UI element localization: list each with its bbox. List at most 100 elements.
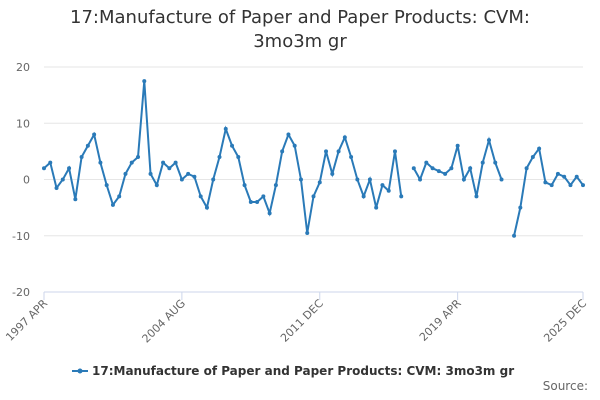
- point: [167, 166, 172, 171]
- point: [67, 166, 72, 171]
- point: [261, 194, 266, 199]
- point: [186, 171, 191, 176]
- point: [568, 183, 573, 188]
- point: [411, 166, 416, 171]
- point: [455, 143, 460, 148]
- x-tick-label: 1997 APR: [3, 297, 50, 344]
- point: [480, 160, 485, 165]
- point: [104, 183, 109, 188]
- point: [280, 149, 285, 154]
- point: [236, 155, 241, 159]
- point: [73, 197, 78, 202]
- point: [92, 132, 97, 137]
- point: [255, 200, 260, 204]
- point: [330, 171, 335, 176]
- point: [148, 171, 153, 176]
- line: [43, 80, 584, 236]
- point: [223, 126, 228, 131]
- point: [436, 169, 441, 174]
- point: [198, 194, 203, 199]
- point: [305, 230, 310, 235]
- point: [42, 166, 46, 171]
- point: [386, 188, 391, 193]
- point: [79, 155, 84, 159]
- point: [443, 171, 448, 176]
- y-tick-label: 10: [16, 117, 30, 130]
- point: [430, 166, 435, 171]
- point: [574, 174, 579, 179]
- point: [179, 177, 184, 182]
- point: [273, 183, 278, 188]
- point: [129, 160, 134, 165]
- point: [392, 149, 397, 154]
- point: [248, 200, 253, 204]
- point: [336, 149, 341, 154]
- x-tick-label: 2019 APR: [417, 297, 464, 344]
- point: [242, 183, 247, 188]
- point: [461, 177, 466, 182]
- point: [192, 174, 197, 179]
- point: [117, 194, 122, 199]
- point: [581, 183, 585, 188]
- source: Source:: [543, 379, 588, 393]
- point: [555, 171, 560, 176]
- point: [374, 205, 379, 210]
- point: [110, 202, 115, 207]
- point: [549, 183, 554, 188]
- point: [486, 138, 491, 143]
- y-tick-label: -20: [12, 286, 30, 299]
- legend-marker: [77, 368, 83, 374]
- point: [367, 177, 372, 182]
- point: [468, 166, 473, 171]
- x-tick-label: 2025 DEC: [541, 297, 589, 345]
- point: [317, 180, 322, 185]
- point: [161, 160, 166, 165]
- point: [204, 205, 209, 210]
- point: [530, 155, 535, 159]
- point: [562, 174, 567, 179]
- point: [154, 183, 159, 188]
- point: [543, 180, 548, 185]
- point: [230, 143, 235, 148]
- point: [142, 79, 147, 84]
- point: [361, 194, 366, 199]
- point: [217, 155, 222, 159]
- point: [524, 166, 529, 171]
- point: [173, 160, 178, 165]
- legend-item: 17:Manufacture of Paper and Paper Produc…: [72, 364, 514, 378]
- point: [211, 177, 216, 182]
- point: [292, 143, 297, 148]
- point: [355, 177, 360, 182]
- point: [85, 143, 90, 148]
- point: [324, 149, 329, 154]
- legend-label: 17:Manufacture of Paper and Paper Produc…: [92, 364, 514, 378]
- point: [399, 194, 404, 199]
- point: [418, 177, 423, 182]
- point: [98, 160, 103, 165]
- point: [474, 194, 479, 199]
- point: [380, 183, 385, 188]
- y-tick-label: 0: [23, 174, 30, 187]
- point: [298, 177, 303, 182]
- y-tick-label: -10: [12, 230, 30, 243]
- point: [424, 160, 429, 165]
- point: [48, 160, 53, 165]
- point: [493, 160, 498, 165]
- point: [537, 146, 542, 151]
- point: [54, 185, 59, 190]
- chart-title: 17:Manufacture of Paper and Paper Produc…: [70, 7, 530, 52]
- x-tick-label: 2004 AUG: [140, 297, 189, 346]
- point: [60, 177, 65, 182]
- point: [518, 205, 523, 210]
- point: [286, 132, 291, 137]
- point: [449, 166, 454, 171]
- point: [136, 155, 141, 159]
- point: [342, 135, 347, 140]
- point: [267, 211, 272, 216]
- x-tick-label: 2011 DEC: [278, 297, 326, 345]
- point: [499, 177, 504, 182]
- point: [311, 194, 316, 199]
- y-tick-label: 20: [16, 61, 30, 74]
